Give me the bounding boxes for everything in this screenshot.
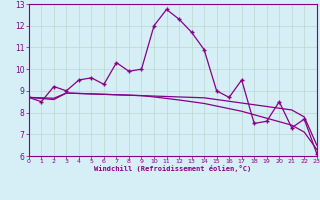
X-axis label: Windchill (Refroidissement éolien,°C): Windchill (Refroidissement éolien,°C)	[94, 165, 252, 172]
